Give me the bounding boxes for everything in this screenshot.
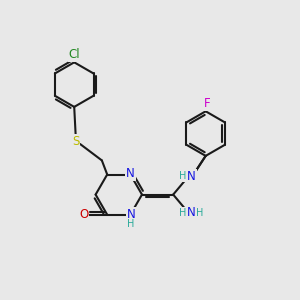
Text: Cl: Cl [68,48,80,62]
Text: N: N [127,208,135,221]
Text: H: H [179,171,187,182]
Text: N: N [126,167,135,180]
Text: S: S [72,135,80,148]
Text: H: H [179,208,187,218]
Text: N: N [187,206,196,219]
Text: F: F [204,98,211,110]
Text: O: O [80,208,88,221]
Text: N: N [187,170,196,183]
Text: H: H [196,208,203,218]
Text: H: H [127,220,135,230]
